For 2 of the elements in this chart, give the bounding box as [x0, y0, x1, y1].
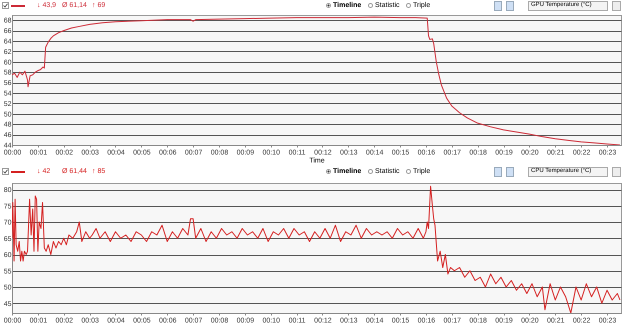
line-series	[12, 16, 620, 145]
line-series	[12, 186, 620, 313]
